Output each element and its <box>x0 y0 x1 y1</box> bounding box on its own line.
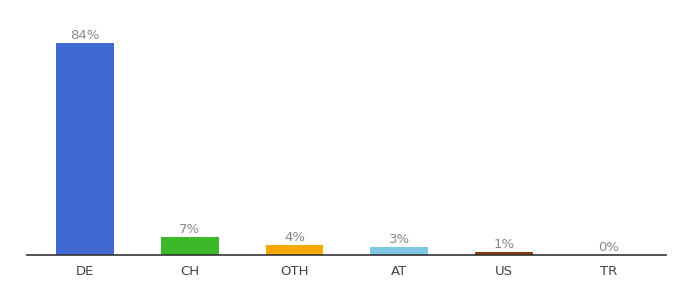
Bar <box>56 43 114 255</box>
Bar <box>475 253 532 255</box>
Text: 1%: 1% <box>493 238 514 251</box>
Bar <box>371 248 428 255</box>
Text: 84%: 84% <box>70 28 100 41</box>
Text: 0%: 0% <box>598 241 619 254</box>
Text: 7%: 7% <box>180 223 201 236</box>
Text: 3%: 3% <box>388 233 410 246</box>
Bar <box>266 245 323 255</box>
Bar <box>161 237 218 255</box>
Text: 4%: 4% <box>284 231 305 244</box>
